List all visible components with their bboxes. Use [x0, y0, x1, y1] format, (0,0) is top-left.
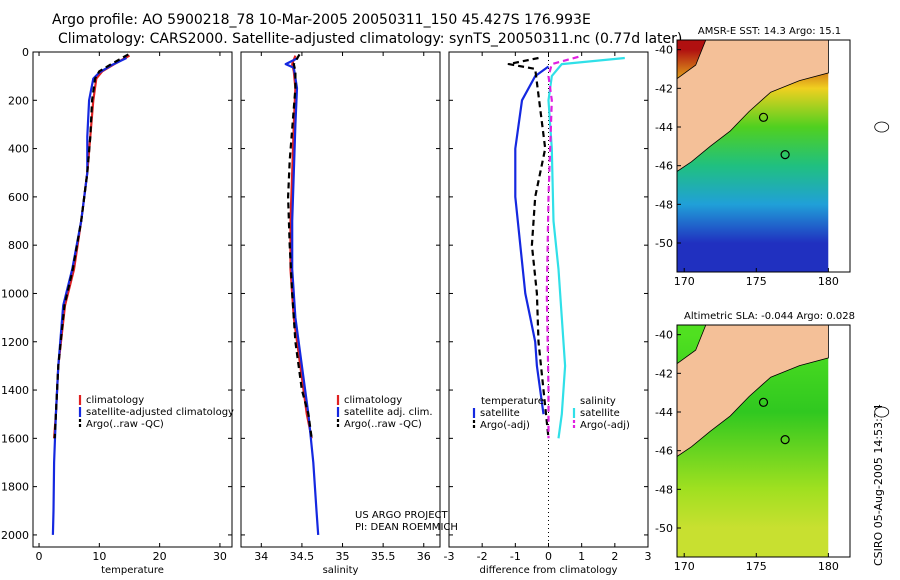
map-y-tick-label: -48 — [655, 483, 673, 496]
map-contour-marker — [758, 397, 769, 407]
x-tick-label: 3 — [645, 550, 652, 563]
legend-diff-salinity-entry: Argo(-adj) — [580, 420, 630, 431]
map-title: AMSR-E SST: 14.3 Argo: 15.1 — [698, 26, 841, 37]
x-tick-label: -3 — [444, 550, 455, 563]
y-tick-label: 1400 — [1, 384, 29, 397]
map-y-tick-label: -48 — [655, 198, 673, 211]
series-line-argo-raw-qc- — [53, 53, 129, 439]
map-y-tick-label: -50 — [655, 522, 673, 535]
x-tick-label: 1 — [578, 550, 585, 563]
map-y-tick-label: -46 — [655, 160, 673, 173]
x-axis-label: difference from climatology — [480, 565, 618, 576]
legend-salinity-entry: Argo(..raw -QC) — [344, 419, 422, 430]
y-tick-label: 1600 — [1, 432, 29, 445]
map-y-tick-label: -50 — [655, 237, 673, 250]
x-tick-label: 10 — [92, 550, 106, 563]
x-tick-label: 2 — [611, 550, 618, 563]
y-tick-label: 2000 — [1, 529, 29, 542]
y-tick-label: 600 — [8, 191, 29, 204]
map-y-tick-label: -40 — [655, 44, 673, 57]
x-tick-label: 20 — [153, 550, 167, 563]
series-line-temperature-satellite — [514, 65, 550, 415]
y-tick-label: 800 — [8, 239, 29, 252]
map-y-tick-label: -40 — [655, 329, 673, 342]
x-axis-label: salinity — [323, 565, 359, 576]
argo-float-marker — [780, 150, 790, 160]
map-title: Altimetric SLA: -0.044 Argo: 0.028 — [684, 311, 855, 322]
legend-salinity-entry: climatology — [344, 395, 402, 406]
map-y-tick-label: -42 — [655, 367, 673, 380]
legend-diff-temperature-entry: satellite — [480, 408, 520, 419]
x-axis-label: temperature — [101, 565, 164, 576]
series-line-salinity-satellite — [547, 56, 625, 439]
map-frame — [676, 324, 851, 558]
map-y-tick-label: -42 — [655, 82, 673, 95]
map-blank — [828, 325, 850, 557]
y-tick-label: 1000 — [1, 287, 29, 300]
legend-diff-heading: salinity — [580, 396, 616, 407]
legend-temperature-entry: Argo(..raw -QC) — [86, 419, 164, 430]
series-line-argo-raw-qc- — [287, 53, 313, 439]
x-tick-label: 35.5 — [371, 550, 396, 563]
map-x-tick-label: 180 — [818, 560, 839, 573]
map-y-tick-label: -46 — [655, 445, 673, 458]
legend-diff-temperature-entry: Argo(-adj) — [480, 420, 530, 431]
y-tick-label: 1200 — [1, 336, 29, 349]
annotation-line1: US ARGO PROJECT — [355, 510, 449, 521]
chart-title-line1: Argo profile: AO 5900218_78 10-Mar-2005 … — [52, 12, 591, 28]
series-line-satellite-adj-clim- — [284, 57, 320, 535]
map-x-tick-label: 170 — [674, 275, 695, 288]
series-line-salinity-argo-adj- — [545, 55, 579, 439]
legend-diff-heading: temperature — [481, 396, 544, 407]
legend-diff-salinity-entry: satellite — [580, 408, 620, 419]
map-x-tick-label: 170 — [674, 560, 695, 573]
x-tick-label: -2 — [477, 550, 488, 563]
map-y-tick-label: -44 — [655, 406, 673, 419]
x-tick-label: 0 — [36, 550, 43, 563]
chatham-island — [874, 406, 890, 418]
map-x-tick-label: 180 — [818, 275, 839, 288]
series-line-temperature-argo-adj- — [507, 56, 550, 439]
chart-title-line2: Climatology: CARS2000. Satellite-adjuste… — [58, 31, 683, 47]
plot-frame-2 — [240, 51, 441, 548]
chatham-island — [874, 121, 890, 133]
y-tick-label: 200 — [8, 94, 29, 107]
map-y-tick-label: -44 — [655, 121, 673, 134]
y-tick-label: 400 — [8, 143, 29, 156]
x-tick-label: 34 — [254, 550, 268, 563]
plot-frame-1 — [32, 51, 233, 548]
legend-salinity-entry: satellite adj. clim. — [344, 407, 433, 418]
map-x-tick-label: 175 — [746, 560, 767, 573]
legend-temperature-entry: satellite-adjusted climatology — [86, 407, 234, 418]
y-tick-label: 0 — [22, 46, 29, 59]
map-x-tick-label: 175 — [746, 275, 767, 288]
x-tick-label: -1 — [510, 550, 521, 563]
x-tick-label: 36 — [417, 550, 431, 563]
x-tick-label: 35 — [336, 550, 350, 563]
map-contour-marker — [758, 112, 769, 122]
argo-float-marker — [780, 435, 790, 445]
x-tick-label: 0 — [545, 550, 552, 563]
y-tick-label: 1800 — [1, 481, 29, 494]
map-frame — [676, 39, 851, 273]
legend-temperature-entry: climatology — [86, 395, 144, 406]
map-blank — [828, 40, 850, 272]
x-tick-label: 30 — [213, 550, 227, 563]
x-tick-label: 34.5 — [290, 550, 315, 563]
annotation-line2: PI: DEAN ROEMMICH — [355, 522, 458, 533]
